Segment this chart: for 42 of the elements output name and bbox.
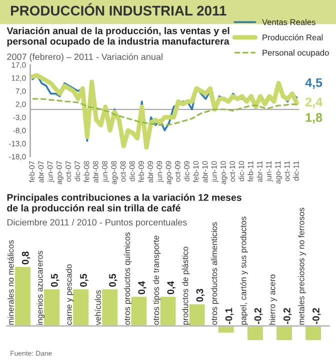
data-label: 0,5 bbox=[50, 274, 60, 287]
data-label: -0,2 bbox=[283, 308, 292, 324]
line-series bbox=[32, 98, 298, 126]
data-label: 0,5 bbox=[109, 274, 118, 287]
x-tick-label: otros productos alimenticios bbox=[211, 222, 219, 325]
annotation: 4,5 bbox=[305, 78, 322, 89]
text: PRODUCCIÓN INDUSTRIAL 2011 bbox=[11, 3, 226, 16]
chart-title: Principales contribuciones a la variación 12 meses de la producción real sin trilla de café bbox=[7, 194, 242, 214]
annotation: 2,4 bbox=[306, 98, 322, 108]
legend-label: Ventas Reales bbox=[262, 18, 316, 26]
bar bbox=[275, 325, 294, 342]
x-tick-label: vehículos bbox=[94, 290, 101, 326]
chart-title: Variación anual de la producción, las ventas y el personal ocupado de la industria manufacturera bbox=[6, 27, 230, 47]
x-tick-label: otros tipos de transporte bbox=[152, 236, 161, 325]
bar bbox=[216, 325, 236, 334]
legend-label: Personal ocupado bbox=[262, 50, 329, 58]
x-tick-label: otros productos químicos bbox=[124, 232, 132, 325]
annotation: 1,8 bbox=[306, 113, 322, 124]
bar bbox=[246, 325, 264, 342]
data-label: 0,5 bbox=[80, 274, 88, 287]
bar bbox=[72, 288, 90, 327]
data-label: -0,2 bbox=[312, 308, 321, 324]
legend-label: Producción Real bbox=[262, 34, 323, 40]
data-label: 0,8 bbox=[22, 252, 30, 264]
chart-subtitle: Diciembre 2011 / 2010 - Puntos porcentuales bbox=[7, 218, 187, 228]
data-label: -0,2 bbox=[254, 308, 263, 324]
x-tick-label: hierro y acero bbox=[269, 274, 277, 325]
x-tick-label: carne y pescado bbox=[66, 264, 74, 325]
x-tick-label: productos de plástico bbox=[182, 246, 190, 325]
data-label: 0,4 bbox=[167, 281, 176, 294]
bar bbox=[100, 288, 120, 327]
x-tick-label: minerales no metálicos bbox=[7, 240, 14, 325]
chart-subtitle: 2007 (febrero) – 2011 - Variación anual bbox=[7, 53, 162, 62]
bar bbox=[14, 266, 32, 327]
x-tick-label: papel, cartón y sus productos bbox=[240, 216, 248, 325]
bar bbox=[304, 325, 322, 342]
bar bbox=[42, 288, 61, 327]
x-tick-label: metales preciosos y no ferrosos bbox=[298, 208, 306, 325]
data-label: 0,3 bbox=[196, 288, 205, 302]
data-label: -0,1 bbox=[225, 308, 234, 324]
data-label: 0,4 bbox=[138, 281, 146, 294]
x-tick-label: ingenios azucareros bbox=[36, 250, 44, 325]
